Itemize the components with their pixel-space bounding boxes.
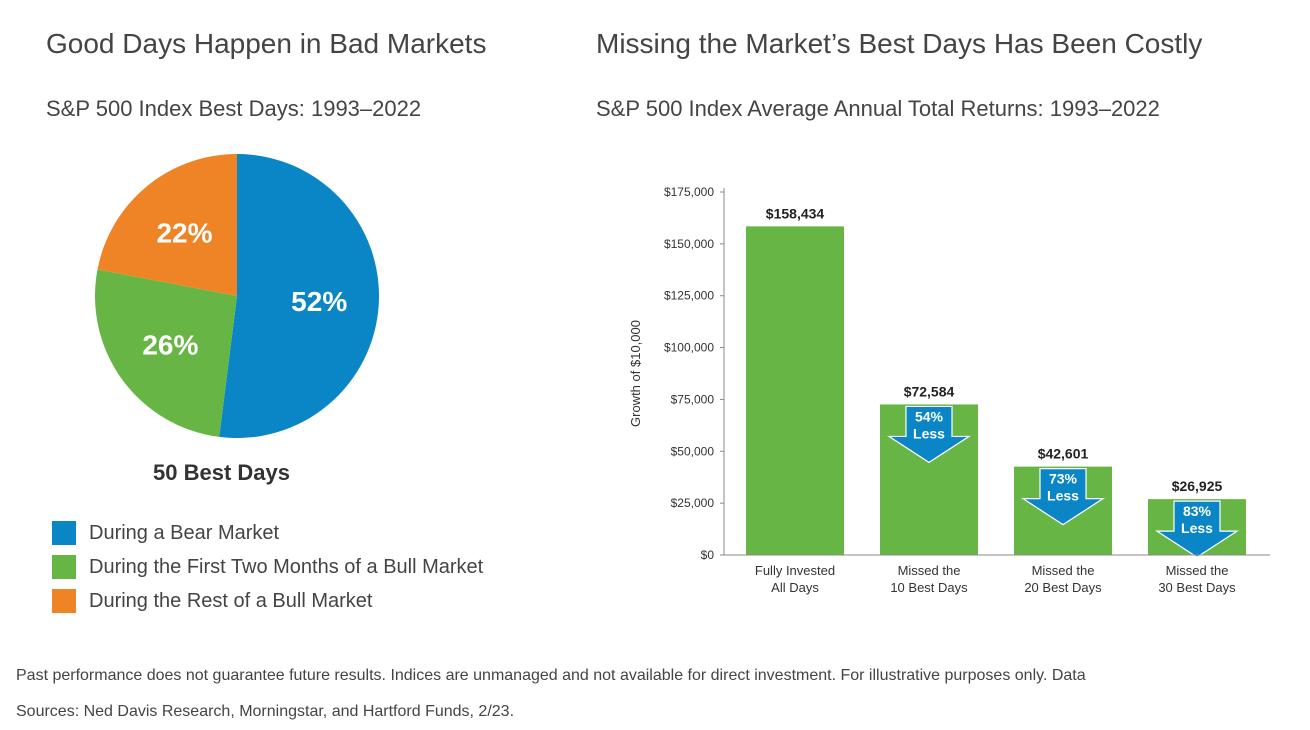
category-label: Missed the 30 Best Days (1158, 563, 1236, 595)
legend-item-during-the-rest-of-a-bull-market: During the Rest of a Bull Market (52, 588, 372, 614)
y-tick-label: $125,000 (664, 289, 714, 303)
right-chart-title: Missing the Market’s Best Days Has Been … (596, 28, 1203, 59)
legend-label: During a Bear Market (89, 521, 280, 544)
bar-1 (746, 226, 844, 555)
footnote-line-2: Sources: Ned Davis Research, Morningstar… (16, 703, 515, 720)
pie-slice-label-during-the-rest-of-a-bull-market: 22% (156, 218, 212, 249)
bar-value-label: $72,584 (904, 383, 955, 399)
pie-slice-label-during-a-bear-market: 52% (291, 286, 347, 317)
y-tick-label: $175,000 (664, 185, 714, 199)
reduction-arrow (1020, 468, 1106, 526)
pie-caption: 50 Best Days (153, 460, 290, 485)
reduction-label: 73% Less (1047, 471, 1079, 504)
pie-slice-during-the-rest-of-a-bull-market (97, 154, 237, 296)
legend-label: During the Rest of a Bull Market (89, 589, 373, 612)
pie-slice-during-the-first-two-months-of-a-bull-market (94, 269, 237, 437)
left-chart-subtitle: S&P 500 Index Best Days: 1993–2022 (46, 96, 422, 121)
reduction-arrow (886, 405, 972, 464)
legend-item-during-a-bear-market: During a Bear Market (52, 520, 279, 546)
footnote: Past performance does not guarantee futu… (16, 658, 1306, 730)
y-tick-label: $100,000 (664, 341, 714, 355)
y-tick-label: $0 (701, 548, 715, 562)
left-chart-title: Good Days Happen in Bad Markets (46, 28, 487, 59)
bar-value-label: $26,925 (1172, 478, 1223, 494)
y-tick-label: $25,000 (671, 496, 715, 510)
legend-label: During the First Two Months of a Bull Ma… (89, 555, 484, 578)
y-tick-label: $75,000 (671, 392, 715, 406)
reduction-arrow (1154, 500, 1240, 558)
category-label: Fully Invested All Days (755, 563, 835, 595)
footnote-line-1: Past performance does not guarantee futu… (16, 667, 1086, 684)
y-tick-label: $50,000 (671, 444, 715, 458)
reduction-label: 83% Less (1181, 503, 1213, 536)
reduction-label: 54% Less (913, 408, 945, 441)
legend-swatch (52, 589, 76, 613)
y-tick-label: $150,000 (664, 237, 714, 251)
bar-value-label: $158,434 (766, 205, 825, 221)
pie-slice-label-during-the-first-two-months-of-a-bull-market: 26% (142, 329, 198, 360)
pie-chart: 52% 26% 22% (94, 154, 379, 438)
bar-chart: $0 $25,000 $50,000 $75,000 $100,000 $125,000 $… (628, 185, 1270, 595)
y-axis-label: Growth of $10,000 (628, 320, 643, 427)
legend-item-during-the-first-two-months-of-a-bull-market: During the First Two Months of a Bull Ma… (52, 554, 483, 580)
legend-swatch (52, 521, 76, 545)
pie-slice-during-a-bear-market (219, 154, 379, 438)
bar-value-label: $42,601 (1038, 446, 1089, 462)
right-chart-subtitle: S&P 500 Index Average Annual Total Retur… (596, 96, 1160, 121)
legend-swatch (52, 555, 76, 579)
category-label: Missed the 20 Best Days (1024, 563, 1102, 595)
category-label: Missed the 10 Best Days (890, 563, 968, 595)
